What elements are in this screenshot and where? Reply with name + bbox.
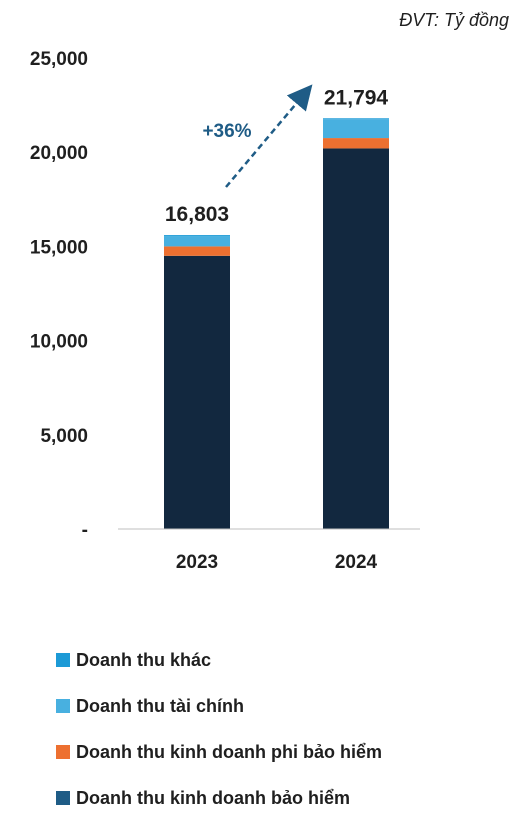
legend-item: Doanh thu kinh doanh phi bảo hiểm xyxy=(56,729,382,775)
y-tick-label: 15,000 xyxy=(30,237,88,258)
bar-segment xyxy=(323,148,389,529)
legend-swatch xyxy=(56,699,70,713)
x-tick-label: 2023 xyxy=(176,552,218,573)
legend-label: Doanh thu khác xyxy=(76,649,212,670)
bar-segment xyxy=(323,119,389,139)
y-tick-label: 25,000 xyxy=(30,49,88,70)
bar-segment xyxy=(164,255,230,529)
legend: Doanh thu khác Doanh thu tài chính Doanh t… xyxy=(56,637,382,821)
legend-swatch xyxy=(56,745,70,759)
growth-label: +36% xyxy=(202,121,251,142)
legend-swatch xyxy=(56,653,70,667)
growth-arrow-line xyxy=(225,84,313,188)
growth-arrow: +36% xyxy=(202,84,313,188)
legend-label: Doanh thu tài chính xyxy=(76,695,244,716)
total-label: 16,803 xyxy=(165,203,229,226)
x-axis-labels: 2023 2024 xyxy=(176,552,378,573)
legend-label: Doanh thu kinh doanh phi bảo hiểm xyxy=(76,741,382,762)
y-tick-label: 10,000 xyxy=(30,332,88,353)
legend-item: Doanh thu kinh doanh bảo hiểm xyxy=(56,775,382,821)
y-axis: - 5,000 10,000 15,000 20,000 25,000 xyxy=(30,49,88,541)
total-labels: 16,803 21,794 xyxy=(165,86,389,226)
x-tick-label: 2024 xyxy=(335,552,378,573)
bar-segment xyxy=(323,118,389,120)
bar-segment xyxy=(164,235,230,237)
y-tick-label: - xyxy=(82,520,88,541)
total-label: 21,794 xyxy=(324,86,389,109)
bars xyxy=(164,118,389,529)
bar-segment xyxy=(164,236,230,247)
y-tick-label: 5,000 xyxy=(40,426,88,447)
y-tick-label: 20,000 xyxy=(30,143,88,164)
legend-label: Doanh thu kinh doanh bảo hiểm xyxy=(76,787,350,808)
legend-item: Doanh thu khác xyxy=(56,637,382,683)
legend-item: Doanh thu tài chính xyxy=(56,683,382,729)
bar-segment xyxy=(164,246,230,256)
legend-swatch xyxy=(56,791,70,805)
unit-label: ĐVT: Tỷ đồng xyxy=(399,10,509,30)
bar-segment xyxy=(323,138,389,149)
